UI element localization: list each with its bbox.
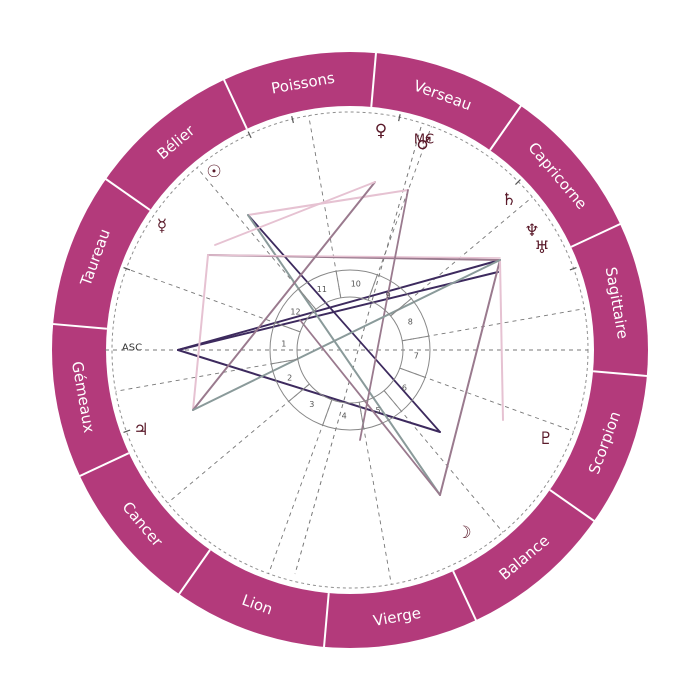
house-number: 5 [376,406,381,415]
asc-label: ASC [122,343,142,354]
aspect-line [499,259,504,421]
house-number: 4 [342,412,347,421]
aspect-line [359,189,409,441]
degree-tick [398,114,401,122]
house-divider [274,322,301,333]
degree-tick [123,267,131,271]
mc-axis-line [294,126,422,575]
aspect-line [439,259,501,496]
zodiac-ring: Poissons VerseauCapricorneSagittaireScorp… [52,52,648,648]
house-divider [383,390,402,412]
sign-separator [78,452,130,478]
house-outer-circle [269,269,431,431]
house-divider [335,271,342,298]
house-number: 9 [386,291,391,300]
house-divider [298,288,317,310]
sign-separator [52,322,108,330]
degree-tick [569,267,577,271]
house-cusp-line [390,196,533,317]
house-number: 3 [309,400,314,409]
aspect-line [247,214,441,433]
saturn-icon: ♄ [501,190,516,210]
house-cusp-line [196,167,317,310]
house-cusp-line [367,126,432,301]
degree-tick [291,116,294,124]
sign-separator [322,592,330,648]
sign-separator [570,222,622,248]
degree-tick [247,131,252,139]
aspect-line [177,259,501,351]
aspect-line [207,254,501,259]
neptune-icon: ♆ [524,221,539,241]
sign-separator [104,177,151,211]
sign-separator [177,549,211,596]
mercury-icon: ☿ [157,216,167,236]
house-cusp-line [115,358,298,392]
house-number: 6 [402,384,407,393]
house-cusp-line [383,390,504,533]
house-divider [322,399,333,426]
mc-label: MC [414,133,434,148]
house-cusp-line [167,383,310,504]
sign-separator [489,104,523,151]
sun-icon: ☉ [206,162,221,182]
house-divider [390,298,412,317]
degree-tick [515,179,521,185]
house-number: 11 [317,285,327,294]
house-cusp-line [402,308,585,342]
aspect-line [214,181,376,246]
house-divider [358,402,365,429]
aspect-line [177,271,499,351]
aspect-line [299,319,441,496]
house-divider [271,358,298,365]
house-number: 1 [281,340,286,349]
aspect-lines [177,181,504,496]
uranus-icon: ♅ [534,238,549,258]
house-number: 10 [351,279,361,288]
house-number: 8 [408,317,413,326]
venus-icon: ♀ [375,121,387,141]
house-cusp-line [268,399,333,574]
aspect-line [177,349,441,433]
degree-tick [123,429,131,433]
jupiter-icon: ♃ [133,420,148,440]
aspect-line [192,259,501,411]
aspect-line [192,181,376,411]
house-divider [288,383,310,402]
house-divider [367,274,378,301]
house-cusp-line [308,115,342,298]
house-inner-circle [296,296,404,404]
aspect-line [247,189,409,216]
house-divider [399,367,426,378]
sign-separator [222,78,248,130]
house-cusp-line [399,367,574,432]
house-cusp-line [126,268,301,333]
house-number: 7 [414,351,419,360]
pluto-icon: ♇ [538,429,553,449]
house-number: 2 [287,374,292,383]
house-cusps [105,114,588,585]
house-divider [402,335,429,342]
sign-separator [452,570,478,622]
planet-glyphs: ASC MC ☉ ♀ ☿ ♂ ♄ ♆♅ ♃ ♇ ☽ [122,121,554,543]
zodiac-ring-inner [106,106,594,594]
moon-icon: ☽ [456,523,471,543]
sign-separator [592,370,648,378]
mars-icon: ♂ [416,134,431,154]
sign-separator [370,52,378,108]
house-number: 12 [290,307,300,316]
aspect-line [192,254,209,411]
aspect-line [247,214,441,496]
sign-separator [549,489,596,523]
house-cusp-line [358,402,392,585]
